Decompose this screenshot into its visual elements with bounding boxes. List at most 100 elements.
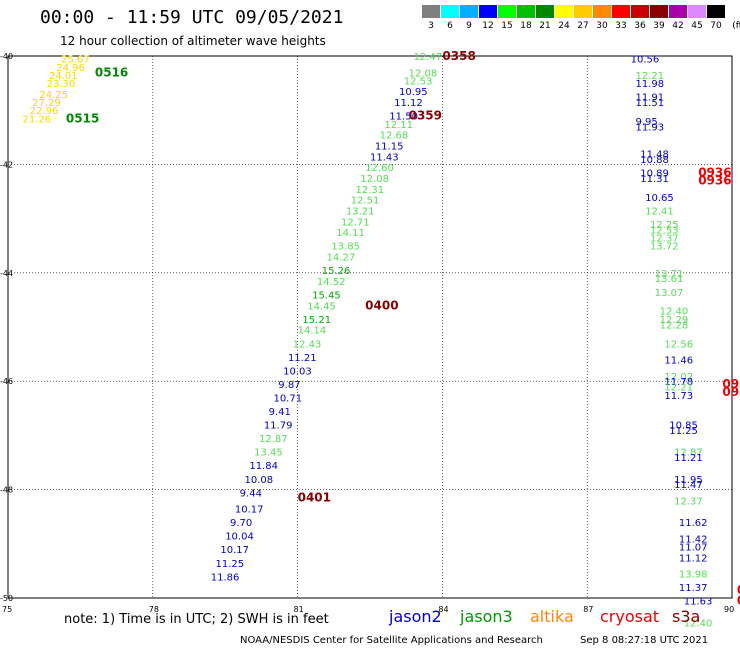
credit-line: NOAA/NESDIS Center for Satellite Applica…	[240, 635, 543, 646]
wave-height-label: 11.51	[635, 98, 664, 109]
satellite-legend-jason2: jason2	[389, 607, 442, 626]
wave-height-label: 12.31	[356, 185, 385, 196]
wave-height-label: 12.53	[650, 225, 679, 236]
wave-height-label: 11.98	[635, 79, 664, 90]
wave-height-label: 11.47	[674, 480, 703, 491]
satellite-legend-s3a: s3a	[672, 607, 701, 626]
chart-subtitle: 12 hour collection of altimeter wave hei…	[60, 34, 326, 48]
x-tick-label: 84	[438, 605, 448, 614]
wave-height-label: 12.29	[660, 315, 689, 326]
wave-height-label: 13.61	[655, 274, 684, 285]
wave-height-label: 11.79	[264, 421, 293, 432]
wave-height-label: 25.67	[61, 55, 90, 66]
wave-height-label: 12.47	[413, 52, 442, 63]
wave-height-label: 12.11	[384, 120, 413, 131]
wave-height-label: 10.95	[399, 87, 428, 98]
wave-height-label: 10.89	[640, 169, 669, 180]
wave-height-label: 24.01	[49, 71, 78, 82]
colorbar-swatch	[555, 5, 573, 18]
wave-height-label: 15.45	[312, 290, 341, 301]
wave-height-label: 12.71	[341, 217, 370, 228]
y-tick-label: -48	[0, 486, 13, 495]
wave-height-label: 10.85	[669, 421, 698, 432]
colorbar-swatch	[498, 5, 516, 18]
colorbar-label: 21	[539, 21, 551, 31]
pass-time-label: 0935	[722, 377, 740, 391]
colorbar-swatch	[479, 5, 497, 18]
wave-height-label: 11.37	[679, 583, 708, 594]
colorbar-label: 3	[428, 21, 434, 31]
y-tick-label: -50	[0, 594, 13, 603]
wave-height-label: 12.08	[409, 68, 438, 79]
wave-height-label: 24.25	[39, 90, 68, 101]
y-tick-label: -46	[0, 377, 13, 386]
wave-height-label: 11.93	[635, 122, 664, 133]
wave-height-label: 10.17	[220, 545, 249, 556]
pass-time-label: 0936	[698, 166, 731, 180]
footer-note: note: 1) Time is in UTC; 2) SWH is in fe…	[64, 612, 329, 627]
wave-height-label: 9.70	[230, 518, 252, 529]
wave-height-label: 9.44	[240, 488, 262, 499]
colorbar-label: 6	[447, 21, 453, 31]
wave-height-label: 13.98	[679, 570, 708, 581]
wave-height-label: 12.40	[684, 618, 713, 629]
colorbar-label: 70	[710, 21, 722, 31]
satellite-legend-altika: altika	[530, 607, 574, 626]
wave-height-label: 13.07	[655, 288, 684, 299]
wave-height-label: 11.07	[679, 543, 708, 554]
colorbar-unit: (ft)	[732, 21, 740, 31]
colorbar-label: 27	[577, 21, 589, 31]
wave-height-label: 21.26	[22, 114, 51, 125]
wave-height-label: 15.26	[322, 266, 351, 277]
wave-height-label: 11.95	[674, 475, 703, 486]
wave-height-label: 11.21	[674, 453, 703, 464]
wave-height-label: 14.52	[317, 277, 346, 288]
wave-height-label: 12.56	[664, 339, 693, 350]
wave-height-label: 11.42	[679, 534, 708, 545]
x-tick-label: 81	[294, 605, 304, 614]
wave-height-label: 12.40	[660, 307, 689, 318]
colorbar-swatch	[593, 5, 611, 18]
wave-height-label: 11.12	[394, 98, 423, 109]
plot-frame	[7, 55, 733, 599]
wave-height-label: 12.51	[351, 196, 380, 207]
colorbar-swatch	[688, 5, 706, 18]
wave-height-label: 11.43	[370, 152, 399, 163]
wave-height-label: 11.91	[635, 93, 664, 104]
wave-height-label: 11.86	[211, 572, 240, 583]
pass-time-label: 0935	[722, 385, 740, 399]
wave-height-label: 13.45	[254, 448, 283, 459]
wave-height-label: 15.21	[302, 315, 331, 326]
wave-height-label: 13.71	[655, 269, 684, 280]
colorbar-label: 42	[672, 21, 684, 31]
wave-height-label: 12.68	[380, 131, 409, 142]
y-tick-label: -40	[0, 52, 13, 61]
colorbar-label: 45	[691, 21, 703, 31]
colorbar-swatch	[631, 5, 649, 18]
wave-height-label: 10.56	[631, 55, 660, 66]
wave-height-label: 10.17	[235, 505, 264, 516]
colorbar-label: 24	[558, 21, 570, 31]
pass-time-label: 0516	[95, 65, 128, 79]
satellite-legend-cryosat: cryosat	[600, 607, 660, 626]
colorbar-swatch	[650, 5, 668, 18]
wave-height-label: 9.87	[278, 380, 300, 391]
wave-height-label: 11.62	[679, 518, 708, 529]
x-tick-label: 75	[2, 605, 12, 614]
wave-height-label: 11.50	[389, 112, 418, 123]
colorbar-swatch	[441, 5, 459, 18]
wave-height-label: 11.25	[669, 426, 698, 437]
pass-time-label: 0400	[365, 298, 398, 312]
pass-time-label: 09	[737, 594, 740, 608]
wave-height-label: 11.31	[640, 174, 669, 185]
y-tick-label: -42	[0, 160, 13, 169]
wave-height-label: 10.08	[245, 475, 274, 486]
wave-height-label: 12.41	[645, 206, 674, 217]
pass-time-label: 0358	[442, 49, 475, 63]
colorbar-swatch	[536, 5, 554, 18]
wave-height-label: 22.96	[30, 106, 59, 117]
colorbar-label: 36	[634, 21, 646, 31]
wave-height-label: 12.53	[404, 76, 433, 87]
wave-height-label: 24.96	[56, 63, 85, 74]
wave-height-label: 10.04	[225, 532, 254, 543]
